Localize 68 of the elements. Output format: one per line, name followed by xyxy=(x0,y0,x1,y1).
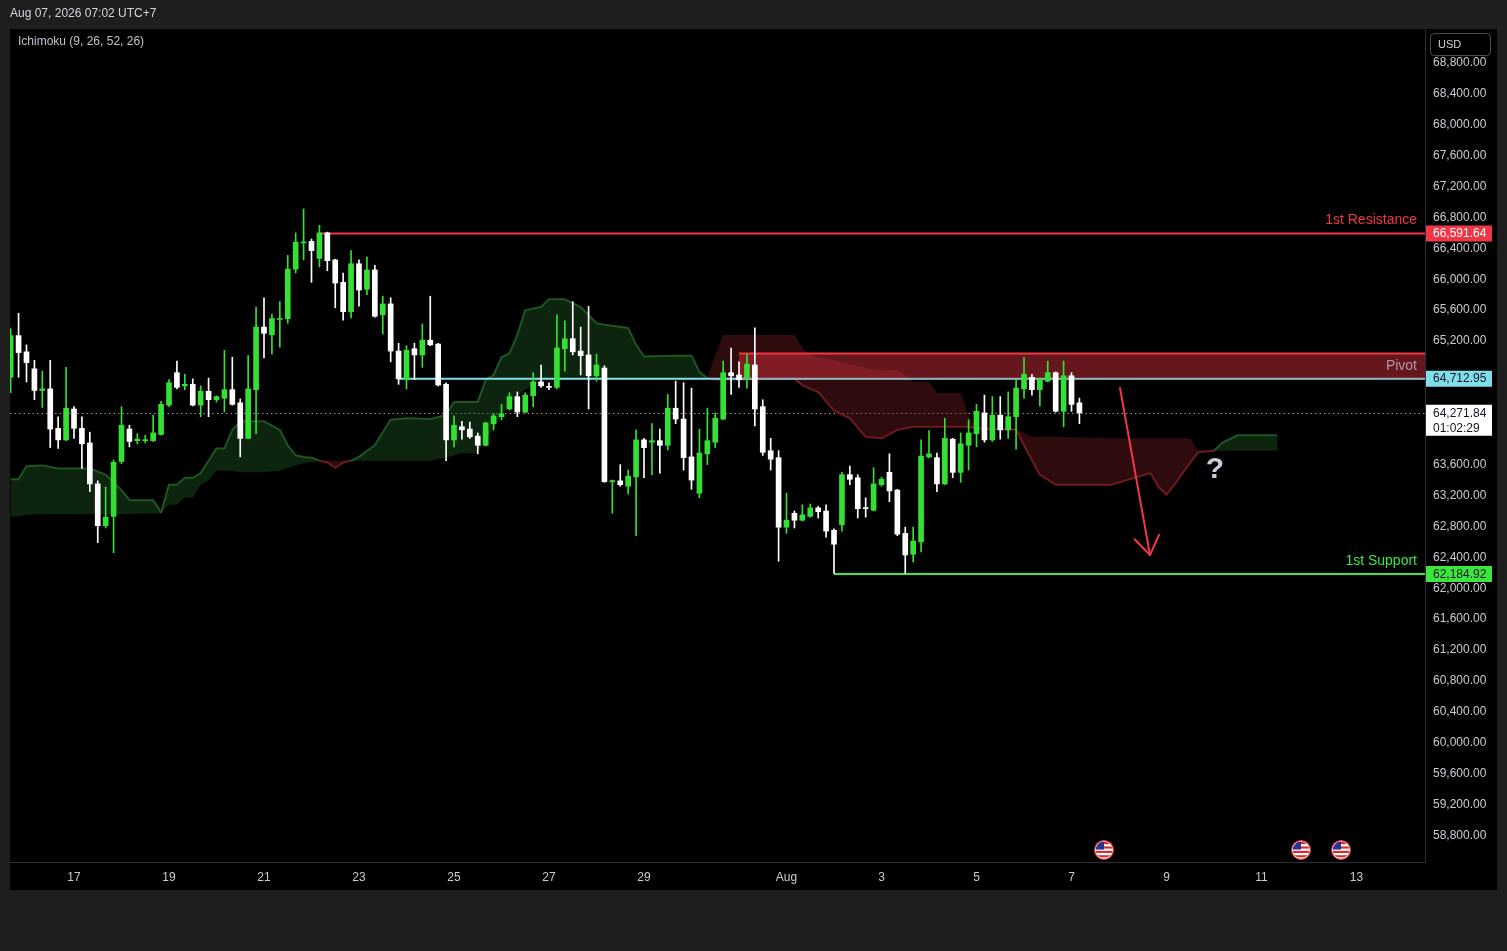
y-tick-label: 66,000.00 xyxy=(1433,271,1487,286)
text: 01:02:29 xyxy=(1433,420,1481,435)
x-tick-label: 5 xyxy=(973,869,981,884)
x-tick-label: 17 xyxy=(67,869,81,884)
candlestick xyxy=(182,373,188,391)
series-label: 1st Resistance xyxy=(1325,211,1418,228)
y-tick-label: 60,400.00 xyxy=(1433,704,1487,719)
candlestick xyxy=(562,320,568,372)
series-label: 1st Support xyxy=(1345,551,1418,568)
y-tick-label: 58,800.00 xyxy=(1433,827,1487,842)
series-label: Pivot xyxy=(1385,356,1418,373)
ref-line-label: 64,271.84 xyxy=(1433,405,1487,420)
y-tick-label: 63,200.00 xyxy=(1433,487,1487,502)
y-tick-label: 63,600.00 xyxy=(1433,456,1487,471)
y-tick-label: 62,000.00 xyxy=(1433,580,1487,595)
x-tick-label: 25 xyxy=(447,869,461,884)
candlestick xyxy=(728,347,734,395)
candlestick xyxy=(862,497,869,518)
candlestick xyxy=(641,438,647,479)
y-tick-label: 59,200.00 xyxy=(1433,796,1487,811)
data-label: 62,184.92 xyxy=(1433,566,1487,581)
y-tick-label: 62,800.00 xyxy=(1433,518,1487,533)
candlestick xyxy=(649,423,655,475)
y-tick-label: 67,600.00 xyxy=(1433,147,1487,162)
x-tick-label: 9 xyxy=(1163,869,1171,884)
candlestick xyxy=(736,361,742,388)
annotation: Ichimoku (9, 26, 52, 26) xyxy=(18,34,145,49)
y-tick-label: 65,200.00 xyxy=(1433,333,1487,348)
candlestick xyxy=(39,370,46,408)
y-tick-label: 65,600.00 xyxy=(1433,302,1487,317)
candlestick xyxy=(617,464,624,487)
candlestick xyxy=(459,421,465,440)
y-tick-label: 68,400.00 xyxy=(1433,86,1487,101)
x-tick-label: 27 xyxy=(542,869,556,884)
x-tick-label: 3 xyxy=(878,869,886,884)
data-label: 64,712.95 xyxy=(1433,371,1487,386)
x-tick-label: 29 xyxy=(637,869,651,884)
x-tick-label: 11 xyxy=(1255,869,1269,884)
x-tick-label: 23 xyxy=(352,869,366,884)
y-tick-label: 61,200.00 xyxy=(1433,642,1487,657)
y-tick-label: 68,000.00 xyxy=(1433,117,1487,132)
y-tick-label: 66,400.00 xyxy=(1433,240,1487,255)
chart-title: Aug 07, 2026 07:02 UTC+7 xyxy=(10,6,157,21)
y-tick-label: 68,800.00 xyxy=(1433,55,1487,70)
y-tick-label: 67,200.00 xyxy=(1433,178,1487,193)
candlestick xyxy=(657,428,663,474)
y-tick-label: 60,800.00 xyxy=(1433,673,1487,688)
y-tick-label: 59,600.00 xyxy=(1433,765,1487,780)
annotation: ? xyxy=(1205,451,1225,485)
x-tick-label: 21 xyxy=(257,869,271,884)
candlestick xyxy=(926,430,932,458)
x-tick-label: 19 xyxy=(162,869,176,884)
candlestick xyxy=(261,297,267,359)
candlestick xyxy=(538,364,544,388)
candlestick xyxy=(546,382,552,391)
x-tick-label: Aug xyxy=(775,869,798,884)
candlestick xyxy=(577,326,584,376)
y-axis-title: USD xyxy=(1438,38,1462,51)
y-tick-label: 60,000.00 xyxy=(1433,735,1487,750)
x-tick-label: 13 xyxy=(1349,869,1364,884)
candlestick xyxy=(134,433,141,445)
x-tick-label: 7 xyxy=(1068,869,1076,884)
candlestick xyxy=(427,295,434,346)
y-tick-label: 66,800.00 xyxy=(1433,209,1487,224)
y-tick-label: 61,600.00 xyxy=(1433,611,1487,626)
data-label: 66,591.64 xyxy=(1433,226,1487,241)
y-tick-label: 62,400.00 xyxy=(1433,549,1487,564)
candlestick xyxy=(277,301,283,348)
